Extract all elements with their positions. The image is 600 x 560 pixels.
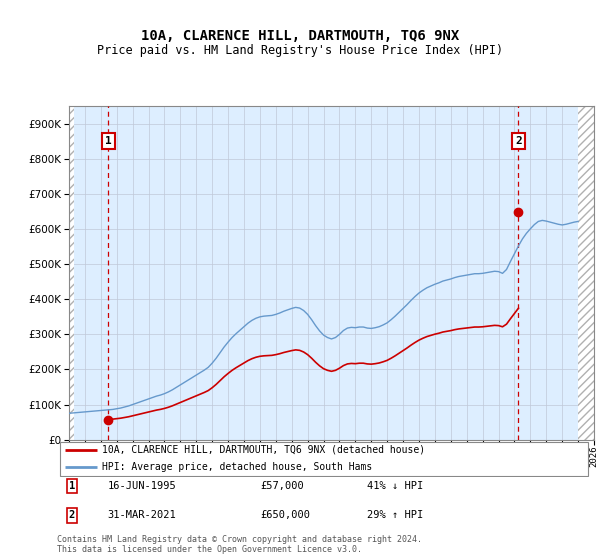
Text: HPI: Average price, detached house, South Hams: HPI: Average price, detached house, Sout…: [103, 462, 373, 472]
Text: 10A, CLARENCE HILL, DARTMOUTH, TQ6 9NX (detached house): 10A, CLARENCE HILL, DARTMOUTH, TQ6 9NX (…: [103, 445, 425, 455]
Text: £650,000: £650,000: [260, 510, 310, 520]
Text: 41% ↓ HPI: 41% ↓ HPI: [367, 481, 423, 491]
Text: 1: 1: [105, 137, 112, 146]
Text: 29% ↑ HPI: 29% ↑ HPI: [367, 510, 423, 520]
Text: 1: 1: [69, 481, 75, 491]
Text: £57,000: £57,000: [260, 481, 304, 491]
Bar: [578, 106, 594, 440]
Text: 2: 2: [69, 510, 75, 520]
Text: 31-MAR-2021: 31-MAR-2021: [108, 510, 176, 520]
Text: Price paid vs. HM Land Registry's House Price Index (HPI): Price paid vs. HM Land Registry's House …: [97, 44, 503, 57]
Text: 10A, CLARENCE HILL, DARTMOUTH, TQ6 9NX: 10A, CLARENCE HILL, DARTMOUTH, TQ6 9NX: [141, 29, 459, 44]
FancyBboxPatch shape: [59, 442, 589, 475]
Text: 2: 2: [515, 137, 522, 146]
Text: Contains HM Land Registry data © Crown copyright and database right 2024.
This d: Contains HM Land Registry data © Crown c…: [57, 535, 422, 554]
Text: 16-JUN-1995: 16-JUN-1995: [108, 481, 176, 491]
Bar: [69, 106, 74, 440]
